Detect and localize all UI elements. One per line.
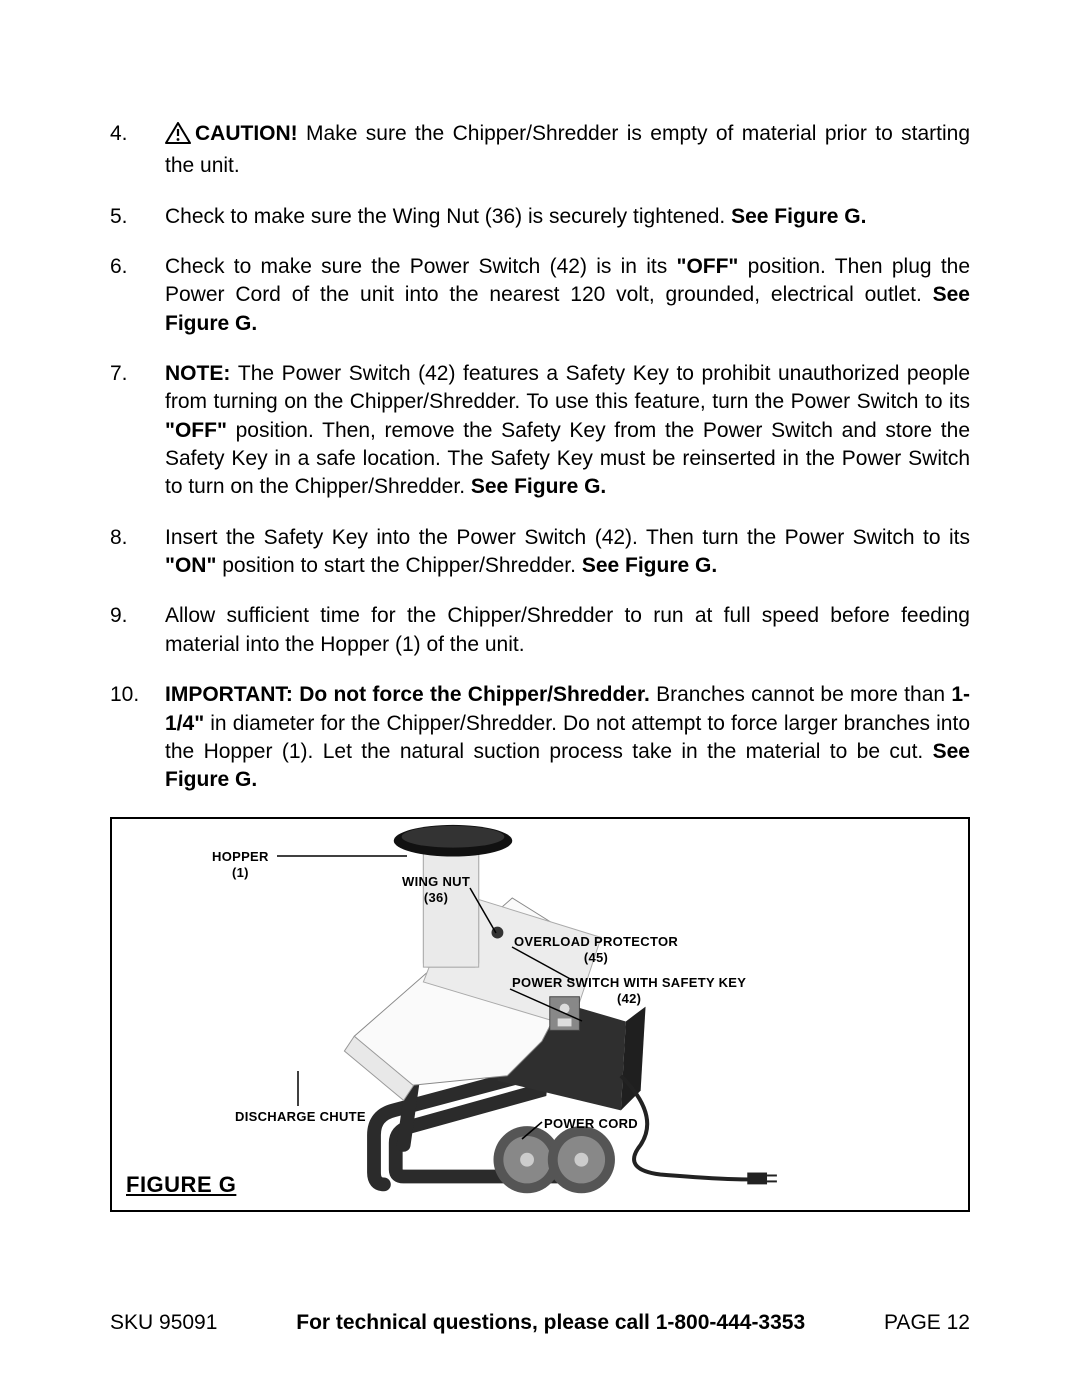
text-run: The Power Switch (42) features a Safety … bbox=[165, 362, 970, 413]
list-number: 8. bbox=[110, 524, 165, 581]
callout-text: (45) bbox=[584, 950, 608, 965]
callout-text: (36) bbox=[424, 890, 448, 905]
list-body: Insert the Safety Key into the Power Swi… bbox=[165, 524, 970, 581]
figure-label: FIGURE G bbox=[126, 1170, 236, 1200]
list-number: 9. bbox=[110, 602, 165, 659]
callout-discharge: DISCHARGE CHUTE bbox=[235, 1109, 366, 1125]
list-body: Check to make sure the Wing Nut (36) is … bbox=[165, 203, 970, 231]
callout-text: (1) bbox=[232, 865, 249, 880]
text-run: CAUTION! bbox=[195, 122, 306, 145]
text-run: IMPORTANT: Do not force the Chipper/Shre… bbox=[165, 683, 656, 706]
text-run: "OFF" bbox=[676, 255, 738, 278]
text-run: See Figure G. bbox=[471, 475, 606, 498]
list-number: 5. bbox=[110, 203, 165, 231]
product-illustration bbox=[282, 819, 782, 1212]
callout-text: (42) bbox=[617, 991, 641, 1006]
text-run: Check to make sure the Wing Nut (36) is … bbox=[165, 205, 731, 228]
text-run: Check to make sure the Power Switch (42)… bbox=[165, 255, 676, 278]
callout-text: DISCHARGE CHUTE bbox=[235, 1109, 366, 1124]
footer-page: PAGE 12 bbox=[884, 1309, 970, 1337]
callout-text: OVERLOAD PROTECTOR bbox=[514, 934, 678, 949]
text-run: See Figure G. bbox=[582, 554, 717, 577]
list-item: 4.CAUTION! Make sure the Chipper/Shredde… bbox=[110, 120, 970, 181]
list-body: Allow sufficient time for the Chipper/Sh… bbox=[165, 602, 970, 659]
list-item: 9.Allow sufficient time for the Chipper/… bbox=[110, 602, 970, 659]
text-run: Allow sufficient time for the Chipper/Sh… bbox=[165, 604, 970, 655]
list-item: 6.Check to make sure the Power Switch (4… bbox=[110, 253, 970, 338]
callout-text: POWER CORD bbox=[544, 1116, 638, 1131]
list-item: 10.IMPORTANT: Do not force the Chipper/S… bbox=[110, 681, 970, 794]
text-run: NOTE: bbox=[165, 362, 238, 385]
list-number: 4. bbox=[110, 120, 165, 181]
list-body: NOTE: The Power Switch (42) features a S… bbox=[165, 360, 970, 502]
list-item: 5.Check to make sure the Wing Nut (36) i… bbox=[110, 203, 970, 231]
text-run: See Figure G. bbox=[731, 205, 866, 228]
text-run: Insert the Safety Key into the Power Swi… bbox=[165, 526, 970, 549]
text-run: position to start the Chipper/Shredder. bbox=[216, 554, 581, 577]
callout-text: WING NUT bbox=[402, 874, 470, 889]
callout-powercord: POWER CORD bbox=[544, 1116, 638, 1132]
footer-phone: For technical questions, please call 1-8… bbox=[296, 1309, 805, 1337]
text-run: in diameter for the Chipper/Shredder. Do… bbox=[165, 712, 970, 763]
page-footer: SKU 95091 For technical questions, pleas… bbox=[110, 1309, 970, 1337]
list-item: 7.NOTE: The Power Switch (42) features a… bbox=[110, 360, 970, 502]
list-number: 10. bbox=[110, 681, 165, 794]
callout-text: POWER SWITCH WITH SAFETY KEY bbox=[512, 975, 746, 990]
list-number: 7. bbox=[110, 360, 165, 502]
list-number: 6. bbox=[110, 253, 165, 338]
callout-powerswitch: POWER SWITCH WITH SAFETY KEY (42) bbox=[512, 975, 746, 1008]
list-body: Check to make sure the Power Switch (42)… bbox=[165, 253, 970, 338]
callout-overload: OVERLOAD PROTECTOR (45) bbox=[514, 934, 678, 967]
callout-wingnut: WING NUT (36) bbox=[402, 874, 470, 907]
text-run: "OFF" bbox=[165, 419, 227, 442]
list-body: IMPORTANT: Do not force the Chipper/Shre… bbox=[165, 681, 970, 794]
text-run: Branches cannot be more than bbox=[656, 683, 951, 706]
caution-icon bbox=[165, 122, 191, 152]
list-item: 8.Insert the Safety Key into the Power S… bbox=[110, 524, 970, 581]
figure-g-box: HOPPER (1) WING NUT (36) OVERLOAD PROTEC… bbox=[110, 817, 970, 1212]
callout-hopper: HOPPER (1) bbox=[212, 849, 269, 882]
footer-sku: SKU 95091 bbox=[110, 1309, 217, 1337]
list-body: CAUTION! Make sure the Chipper/Shredder … bbox=[165, 120, 970, 181]
text-run: "ON" bbox=[165, 554, 216, 577]
callout-text: HOPPER bbox=[212, 849, 269, 864]
